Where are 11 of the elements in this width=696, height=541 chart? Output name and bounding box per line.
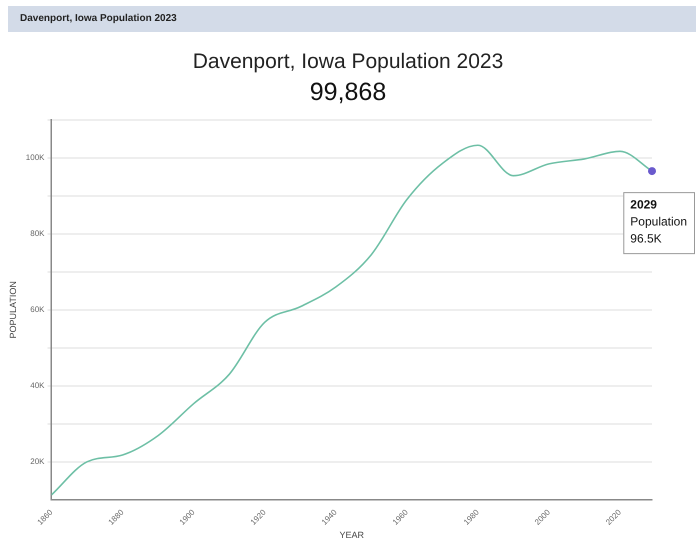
y-axis-title: POPULATION — [8, 281, 18, 338]
chart-subtitle: 99,868 — [308, 78, 388, 107]
y-tick-label: 20K — [30, 457, 46, 466]
y-tick-label: 100K — [26, 153, 46, 162]
x-axis-title: YEAR — [339, 530, 364, 540]
y-tick-label: 80K — [30, 229, 46, 238]
annotation: 2029 Population 96.5K — [630, 197, 688, 246]
text: Davenport, Iowa Population 2023 — [8, 6, 696, 32]
chart-title: Davenport, Iowa Population 2023 — [192, 50, 504, 74]
y-tick-label: 60K — [30, 305, 46, 314]
y-tick-label: 40K — [30, 381, 46, 390]
